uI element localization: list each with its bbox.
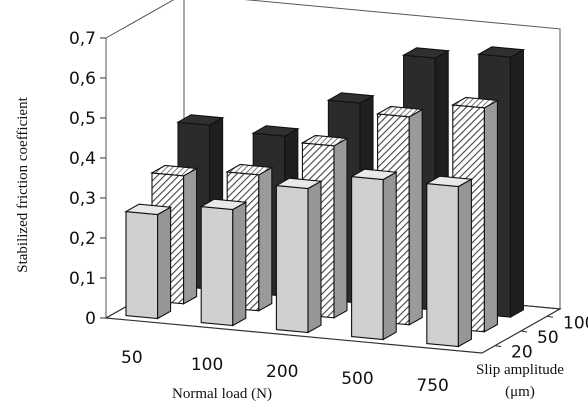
bar: [425, 175, 474, 348]
bar-top-face: [326, 92, 375, 104]
y-tick-label: 0,1: [69, 269, 96, 289]
bar-top-face: [274, 177, 323, 190]
bar-top-face: [150, 164, 199, 177]
y-tick-label: 0,6: [69, 69, 96, 89]
bar-top-face: [349, 168, 399, 181]
z-tick-mark: [494, 345, 502, 348]
x-tick-label: 200: [266, 362, 298, 382]
z-tick-mark: [520, 330, 528, 333]
bar-side-face: [382, 171, 397, 341]
bar-top-face: [425, 175, 474, 188]
z-axis-unit: (μm): [505, 384, 535, 400]
x-tick-label: 500: [341, 369, 373, 389]
x-tick-label: 750: [416, 376, 448, 396]
bar: [124, 203, 173, 320]
y-tick-label: 0,5: [69, 109, 96, 129]
bar: [274, 177, 323, 334]
bar-front-face: [351, 175, 384, 341]
bar-top-face: [401, 47, 451, 59]
bar-top-face: [300, 134, 349, 147]
bar-side-face: [232, 201, 247, 327]
bar-front-face: [426, 182, 459, 348]
z-tick-label: 100: [563, 313, 588, 333]
bar-top-face: [251, 125, 300, 137]
bar-front-face: [125, 210, 159, 320]
y-axis-title: Stabilized friction coefficient: [15, 96, 31, 272]
bar: [349, 168, 399, 341]
y-tick-label: 0,3: [69, 189, 96, 209]
bar-top-face: [225, 163, 274, 176]
bar-top-face: [176, 114, 225, 126]
bar-side-face: [183, 167, 198, 305]
bar-front-face: [200, 205, 234, 327]
bar-side-face: [157, 206, 172, 320]
bar-front-face: [275, 184, 309, 334]
bar-side-face: [457, 178, 472, 348]
bar-side-face: [258, 166, 273, 312]
bar-top-face: [199, 198, 248, 211]
z-tick-label: 50: [537, 328, 559, 348]
bar: [199, 198, 248, 327]
x-tick-label: 100: [191, 355, 223, 375]
x-tick-label: 50: [121, 348, 143, 368]
y-tick-label: 0,2: [69, 229, 96, 249]
y-tick-label: 0: [85, 309, 96, 329]
z-axis-title: Slip amplitude: [476, 362, 564, 378]
bar-side-face: [333, 137, 348, 319]
z-tick-mark: [546, 315, 554, 318]
bar-side-face: [509, 48, 524, 319]
bar-side-face: [483, 99, 498, 333]
bar-side-face: [307, 180, 322, 334]
bars: [124, 46, 526, 348]
z-tick-label: 20: [511, 343, 533, 363]
tick-labels: 00,10,20,30,40,50,60,750 100 200 500 7502050…: [69, 29, 588, 396]
bar-top-face: [451, 96, 500, 109]
bar-side-face: [408, 108, 423, 326]
x-axis-title: Normal load (N): [172, 386, 272, 402]
bar-top-face: [477, 46, 526, 58]
bar-top-face: [124, 203, 173, 216]
y-tick-label: 0,7: [69, 29, 96, 49]
bar-top-face: [375, 105, 425, 118]
y-tick-label: 0,4: [69, 149, 96, 169]
